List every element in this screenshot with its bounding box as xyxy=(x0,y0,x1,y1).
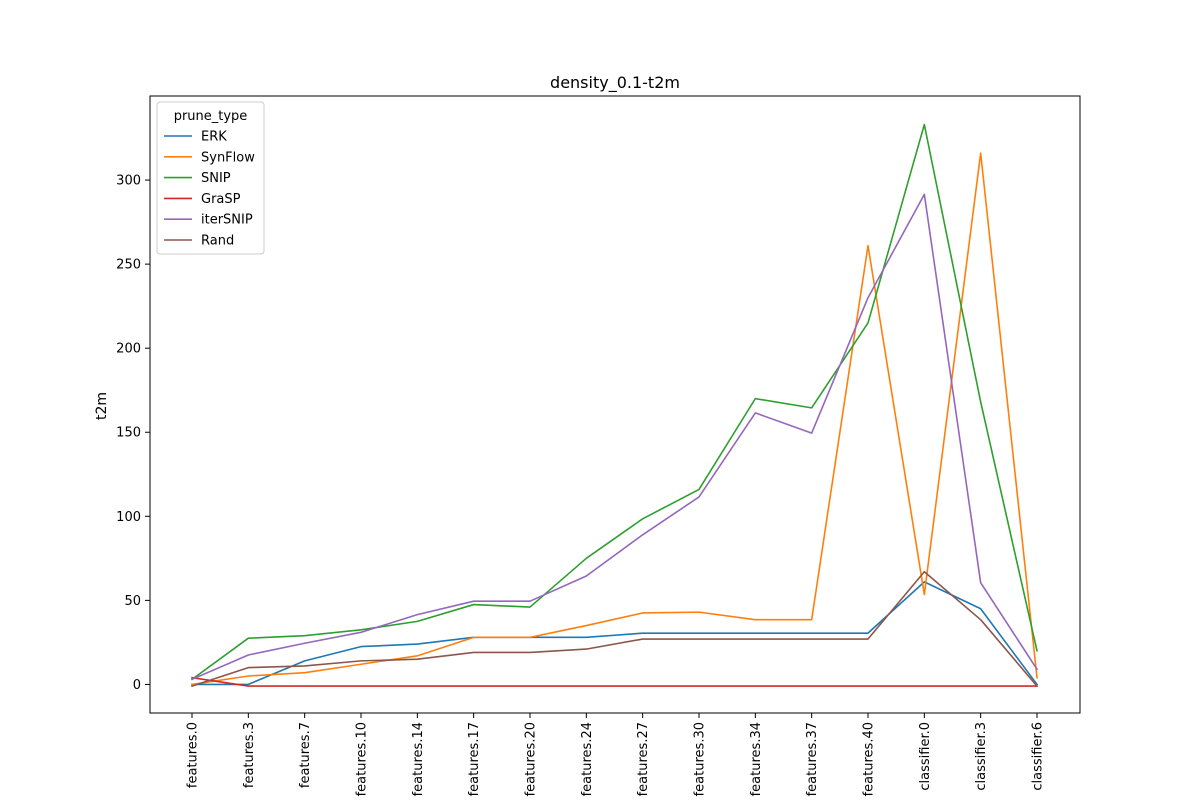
x-tick-label: features.37 xyxy=(805,722,820,796)
x-tick-label: features.40 xyxy=(862,722,877,796)
x-tick-label: features.10 xyxy=(355,722,370,796)
series-line-rand xyxy=(190,570,1039,688)
x-tick-label: features.14 xyxy=(411,722,426,796)
x-tick-label: classifier.6 xyxy=(1031,722,1046,791)
y-tick-label: 250 xyxy=(116,258,141,273)
y-tick-label: 100 xyxy=(116,510,141,525)
x-tick-label: features.24 xyxy=(580,722,595,796)
x-tick-label: features.20 xyxy=(524,722,539,796)
x-tick-label: classifier.3 xyxy=(974,722,989,791)
x-tick-label: features.34 xyxy=(749,722,764,796)
series-line-itersnip xyxy=(190,193,1039,681)
chart-title: density_0.1-t2m xyxy=(550,73,680,93)
y-tick-label: 50 xyxy=(124,594,141,609)
y-tick-label: 200 xyxy=(116,342,141,357)
series-line-synflow xyxy=(191,152,1038,686)
plot-frame xyxy=(149,95,1081,714)
legend-label-itersnip: iterSNIP xyxy=(201,213,253,228)
legend-label-grasp: GraSP xyxy=(201,192,241,207)
x-tick-label: classifier.0 xyxy=(918,722,933,791)
x-tick-label: features.3 xyxy=(242,722,257,788)
legend-title: prune_type xyxy=(174,109,248,124)
x-axis-ticks: features.0 features.3 features.7 features.1… xyxy=(186,713,1046,796)
x-tick-label: features.17 xyxy=(467,722,482,796)
legend-label-erk: ERK xyxy=(201,130,227,145)
y-axis-ticks: 0 50 100 150 200 250 300 xyxy=(116,174,150,693)
y-tick-label: 0 xyxy=(133,678,141,693)
x-tick-label: features.27 xyxy=(636,722,651,796)
y-tick-label: 150 xyxy=(116,426,141,441)
y-axis-label: t2m xyxy=(94,392,110,420)
x-tick-label: features.30 xyxy=(693,722,708,796)
plot-content xyxy=(190,123,1039,688)
legend: prune_type ERK SynFlow SNIP GraSP iterSNIP Ran… xyxy=(156,101,265,255)
x-tick-label: features.0 xyxy=(186,722,201,788)
series-line-grasp xyxy=(191,676,1038,687)
x-tick-label: features.7 xyxy=(298,722,313,788)
series-line-erk xyxy=(191,581,1039,686)
series-line-snip xyxy=(190,123,1038,681)
legend-box xyxy=(156,101,265,255)
legend-label-synflow: SynFlow xyxy=(201,150,255,165)
legend-label-snip: SNIP xyxy=(201,171,231,186)
y-tick-label: 300 xyxy=(116,174,141,189)
legend-label-rand: Rand xyxy=(201,234,234,249)
